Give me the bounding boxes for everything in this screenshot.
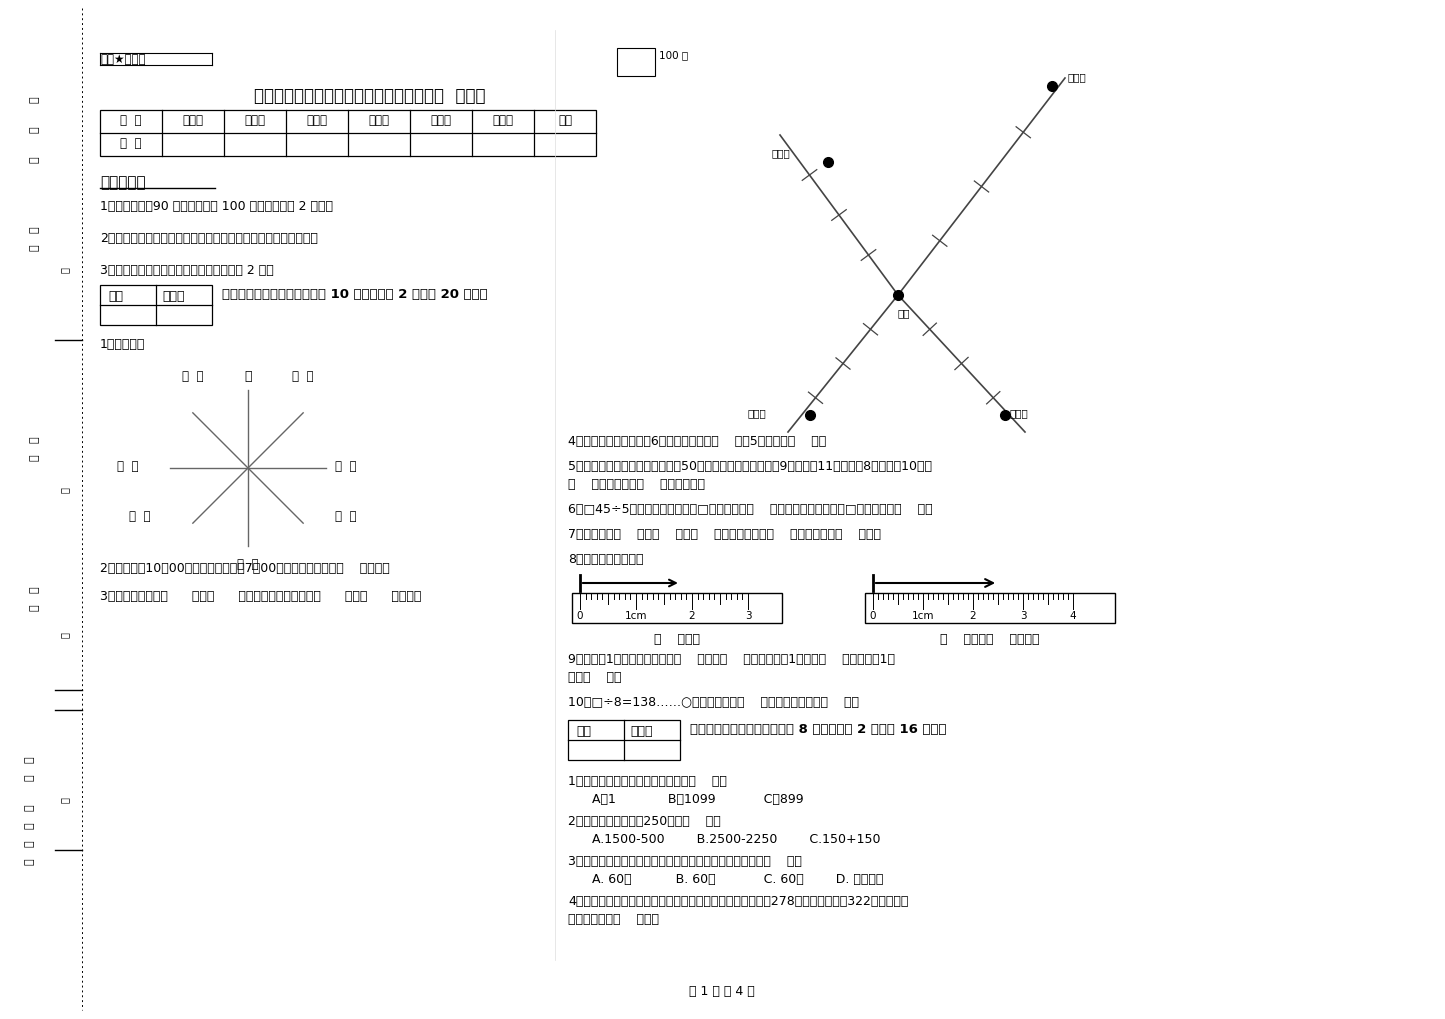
Text: 2: 2: [970, 611, 977, 621]
Text: 4、把一根绳子平均分成6份，每份是它的（    ），5份是它的（    ）。: 4、把一根绳子平均分成6份，每份是它的（ ），5份是它的（ ）。: [568, 435, 827, 448]
Text: 考试须知：: 考试须知：: [100, 175, 146, 190]
Bar: [572, 593, 782, 623]
Text: 3、不要在试卷上乱写乱画，卷面不整洁扣 2 分。: 3、不要在试卷上乱写乱画，卷面不整洁扣 2 分。: [100, 264, 273, 277]
Text: 订: 订: [30, 126, 40, 133]
Text: 二、反复比较，慎重选择（共 8 小题，每题 2 分，共 16 分）。: 二、反复比较，慎重选择（共 8 小题，每题 2 分，共 16 分）。: [691, 723, 946, 736]
Text: ）: ）: [25, 859, 35, 865]
Text: （  ）: （ ）: [335, 510, 357, 523]
Text: 计算题: 计算题: [368, 114, 390, 127]
Text: 名: 名: [30, 245, 40, 252]
Text: 2: 2: [689, 611, 695, 621]
Text: 0: 0: [870, 611, 876, 621]
Text: （  ）: （ ）: [129, 510, 150, 523]
Text: （  ）: （ ）: [117, 460, 139, 473]
Bar: [100, 285, 212, 325]
Text: 3: 3: [744, 611, 751, 621]
Text: 总分: 总分: [558, 114, 572, 127]
Text: 得分: 得分: [108, 290, 123, 303]
Text: 7、你出生于（    ）年（    ）月（    ）日，那一年是（    ）年，全年有（    ）天。: 7、你出生于（ ）年（ ）月（ ）日，那一年是（ ）年，全年有（ ）天。: [568, 528, 881, 541]
Text: 组: 组: [61, 797, 69, 803]
Text: 绝密★启用前: 绝密★启用前: [100, 53, 146, 66]
Text: 3、时针从上一个数字到相邻的下一个数字，经过的时间是（    ）。: 3、时针从上一个数字到相邻的下一个数字，经过的时间是（ ）。: [568, 855, 802, 868]
Text: 1、考试时间：90 分钟，满分为 100 分（含卷面分 2 分）。: 1、考试时间：90 分钟，满分为 100 分（含卷面分 2 分）。: [100, 200, 332, 213]
Text: 装: 装: [30, 97, 40, 103]
Text: （  ）: （ ）: [292, 370, 314, 383]
Text: 一、用心思考，正确填空（共 10 小题，每题 2 分，共 20 分）。: 一、用心思考，正确填空（共 10 小题，每题 2 分，共 20 分）。: [223, 288, 487, 301]
Bar: [617, 48, 655, 76]
Text: 评卷人: 评卷人: [630, 725, 653, 738]
Text: 乡: 乡: [25, 757, 35, 763]
Bar: [866, 593, 1116, 623]
Text: 2、请首先按要求在试卷的指定位置填写您的姓名、班级、学号。: 2、请首先按要求在试卷的指定位置填写您的姓名、班级、学号。: [100, 232, 318, 245]
Text: （    ）厘米（    ）毫米。: （ ）厘米（ ）毫米。: [941, 633, 1040, 646]
Text: 应用题: 应用题: [493, 114, 513, 127]
Text: 级: 级: [30, 454, 40, 462]
Text: 北: 北: [244, 370, 251, 383]
Text: （  ）: （ ）: [335, 460, 357, 473]
Text: 州新电视塔高（    ）米。: 州新电视塔高（ ）米。: [568, 913, 659, 926]
Text: 100 米: 100 米: [659, 50, 688, 60]
Text: 6、□45÷5，要使商是两位数，□里最大可填（    ）；要使商是三位数，□里最小应填（    ）。: 6、□45÷5，要使商是两位数，□里最大可填（ ）；要使商是三位数，□里最小应填…: [568, 503, 932, 516]
Bar: [100, 110, 595, 156]
Text: A.1500-500        B.2500-2250        C.150+150: A.1500-500 B.2500-2250 C.150+150: [568, 833, 880, 846]
Text: 4、广州新电视塔是广州市目前最高的建筑，它比中信大厦高278米。中信大厦高322米，那么广: 4、广州新电视塔是广州市目前最高的建筑，它比中信大厦高278米。中信大厦高322…: [568, 895, 909, 908]
Text: A、1             B、1099            C、899: A、1 B、1099 C、899: [568, 793, 803, 806]
Text: 1cm: 1cm: [624, 611, 647, 621]
Text: 1、最小三位数和最大三位数的和是（    ）。: 1、最小三位数和最大三位数的和是（ ）。: [568, 775, 727, 788]
Text: 校: 校: [30, 604, 40, 611]
Text: 班: 班: [30, 437, 40, 443]
Text: 3、小红家在学校（      ）方（      ）米处；小明家在学校（      ）方（      ）米处。: 3、小红家在学校（ ）方（ ）米处；小明家在学校（ ）方（ ）米处。: [100, 590, 422, 603]
Bar: [568, 720, 681, 760]
Text: 镇: 镇: [25, 774, 35, 782]
Text: 3: 3: [1020, 611, 1026, 621]
Text: 4: 4: [1069, 611, 1077, 621]
Text: 线: 线: [61, 632, 69, 638]
Text: 10、□÷8=138……○，余数最大填（    ），这时被除数是（    ）。: 10、□÷8=138……○，余数最大填（ ），这时被除数是（ ）。: [568, 696, 858, 709]
Text: 格是（    ）。: 格是（ ）。: [568, 671, 621, 684]
Text: 学校: 学校: [897, 308, 910, 318]
Text: 线: 线: [30, 157, 40, 163]
Text: 1、填一填。: 1、填一填。: [100, 338, 146, 351]
Text: 5、体育老师对第一小组同学进行50米跑测试，成绩如下小红9秒，小丽11秒，小明8秒，小军10秒。: 5、体育老师对第一小组同学进行50米跑测试，成绩如下小红9秒，小丽11秒，小明8…: [568, 460, 932, 473]
Text: 下: 下: [61, 487, 69, 493]
Text: 学: 学: [30, 587, 40, 593]
Text: （    ）跑得最快，（    ）跑得最慢。: （ ）跑得最快，（ ）跑得最慢。: [568, 478, 705, 491]
Text: 安徽省重点小学三年级数学下学期月考试题  附答案: 安徽省重点小学三年级数学下学期月考试题 附答案: [254, 87, 486, 105]
Text: （  ）: （ ）: [182, 370, 204, 383]
Text: 得  分: 得 分: [120, 137, 142, 150]
Text: 判断题: 判断题: [306, 114, 328, 127]
Text: 2、下面的结果刚好是250的是（    ）。: 2、下面的结果刚好是250的是（ ）。: [568, 815, 721, 828]
Text: 2、小林晚上10：00睡觉，第二天早上7：00起床，他一共睡了（    ）小时。: 2、小林晚上10：00睡觉，第二天早上7：00起床，他一共睡了（ ）小时。: [100, 562, 390, 575]
Text: 填空题: 填空题: [182, 114, 204, 127]
Text: 得分: 得分: [577, 725, 591, 738]
Text: 道: 道: [25, 841, 35, 848]
Text: 小明家: 小明家: [749, 408, 767, 418]
Text: 9、分针走1小格，秒针正好走（    ），是（    ）秒。分针走1大格是（    ），时针走1大: 9、分针走1小格，秒针正好走（ ），是（ ）秒。分针走1大格是（ ），时针走1大: [568, 653, 894, 666]
Text: 1cm: 1cm: [912, 611, 935, 621]
Text: （  ）: （ ）: [237, 558, 259, 571]
Text: 8、量出钉子的长度。: 8、量出钉子的长度。: [568, 553, 643, 566]
Text: 小丽家: 小丽家: [1010, 408, 1029, 418]
Text: 0: 0: [577, 611, 584, 621]
Text: 评卷人: 评卷人: [162, 290, 185, 303]
Text: A. 60秒           B. 60分            C. 60时        D. 无法确定: A. 60秒 B. 60分 C. 60时 D. 无法确定: [568, 873, 883, 886]
Text: 第 1 页 共 4 页: 第 1 页 共 4 页: [689, 985, 754, 998]
Text: 姓: 姓: [30, 226, 40, 233]
Text: 选择题: 选择题: [244, 114, 266, 127]
Text: 小刚家: 小刚家: [1068, 72, 1087, 82]
Text: 准: 准: [61, 267, 69, 273]
Text: 街: 街: [25, 822, 35, 829]
Text: （: （: [25, 805, 35, 811]
Text: 小红家: 小红家: [772, 148, 790, 158]
Text: 题  号: 题 号: [120, 114, 142, 127]
Text: （    ）毫米: （ ）毫米: [655, 633, 699, 646]
Text: 综合题: 综合题: [431, 114, 451, 127]
